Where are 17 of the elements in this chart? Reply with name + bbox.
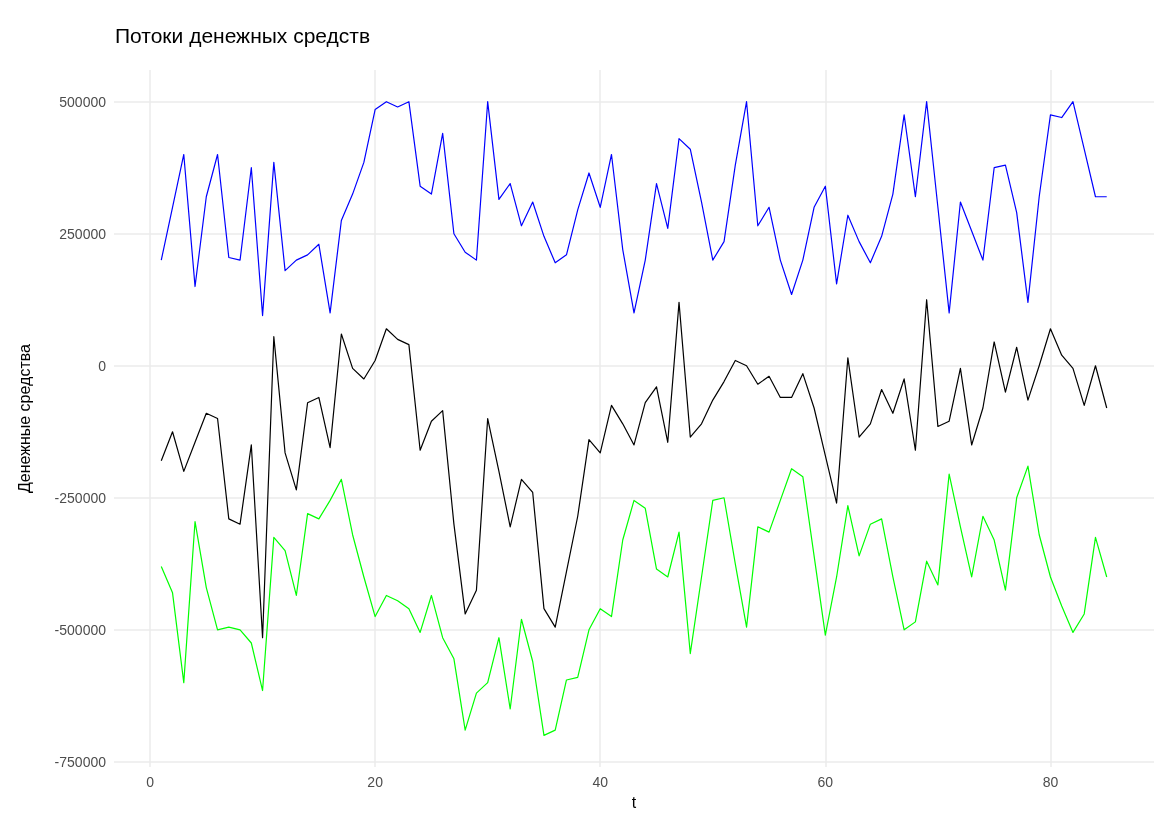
- x-tick-label: 40: [592, 774, 609, 791]
- x-axis-title: t: [631, 793, 637, 811]
- x-tick-label: 80: [1042, 774, 1059, 791]
- x-tick-label: 20: [367, 774, 384, 791]
- y-tick-label: -500000: [54, 621, 107, 638]
- x-tick-label: 0: [146, 774, 155, 791]
- y-tick-label: 0: [98, 357, 107, 374]
- y-tick-label: -750000: [54, 753, 107, 770]
- chart-title: Потоки денежных средств: [115, 24, 371, 47]
- y-tick-label: 500000: [59, 93, 107, 110]
- line-series: [160, 465, 1108, 737]
- y-axis-title: Денежные средства: [15, 343, 33, 494]
- line-series: [160, 101, 1108, 317]
- x-tick-label: 60: [817, 774, 834, 791]
- y-tick-label: -250000: [54, 489, 107, 506]
- line-series: [160, 299, 1108, 639]
- y-tick-label: 250000: [59, 225, 107, 242]
